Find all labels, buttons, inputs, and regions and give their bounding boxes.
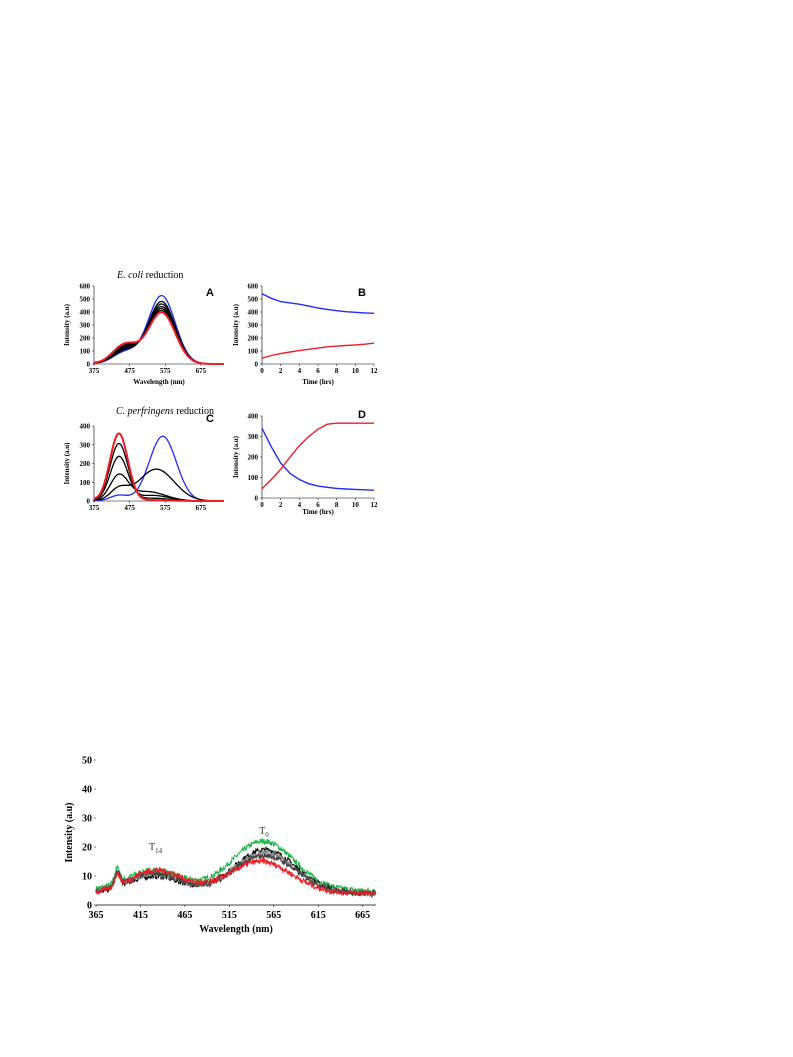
y-axis-label: Intensity (a.u) bbox=[63, 442, 71, 485]
panel-letter: B bbox=[358, 287, 366, 299]
panel-d-chart: 0 100 200 300 400 0 2 4 6 8 10 12 Time (hrs) Intensit… bbox=[232, 409, 379, 516]
x-tick-label: 375 bbox=[89, 504, 100, 512]
annotation-label: T0 bbox=[259, 826, 269, 839]
x-tick-label: 675 bbox=[196, 504, 207, 512]
y-tick-label: 300 bbox=[248, 433, 259, 441]
caption-cperf-italic: C. perfringens bbox=[116, 406, 174, 417]
y-tick-label: 0 bbox=[255, 495, 259, 503]
x-tick-label: 575 bbox=[160, 367, 171, 375]
y-tick-label: 0 bbox=[255, 361, 259, 369]
x-tick-label: 2 bbox=[279, 501, 283, 509]
panel-letter: D bbox=[358, 409, 366, 421]
x-tick-label: 10 bbox=[352, 501, 360, 509]
spectrum-line-black bbox=[93, 468, 224, 502]
x-tick-label: 675 bbox=[196, 367, 207, 375]
y-tick-label: 300 bbox=[80, 441, 91, 449]
panel-a-chart: 0 100 200 300 400 500 600 375 475 575 675 Wavelengt… bbox=[63, 283, 224, 386]
series-line-red bbox=[261, 342, 375, 359]
y-tick-label: 0 bbox=[87, 361, 91, 369]
y-tick-label: 10 bbox=[82, 872, 92, 883]
x-tick-label: 6 bbox=[316, 501, 320, 509]
y-tick-label: 600 bbox=[80, 283, 91, 291]
panel-letter: C bbox=[206, 413, 214, 425]
x-tick-label: 575 bbox=[160, 504, 171, 512]
x-axis-label: Time (hrs) bbox=[302, 508, 334, 516]
y-tick-label: 40 bbox=[82, 785, 92, 796]
x-axis-label: Wavelength (nm) bbox=[133, 378, 185, 386]
spectrum-line-red bbox=[95, 857, 376, 899]
spectrum-line-red bbox=[93, 432, 224, 502]
caption-cperfringens: C. perfringens reduction bbox=[116, 406, 214, 417]
series-line-blue bbox=[261, 293, 375, 314]
y-tick-label: 300 bbox=[248, 322, 259, 330]
x-tick-label: 12 bbox=[371, 367, 379, 375]
y-axis-label: Intensity (a.u) bbox=[64, 802, 75, 862]
panel-letter: A bbox=[206, 287, 214, 299]
x-tick-label: 475 bbox=[124, 504, 135, 512]
x-axis-label: Wavelength (nm) bbox=[199, 924, 273, 935]
caption-ecoli: E. coli reduction bbox=[116, 270, 183, 281]
y-tick-label: 500 bbox=[80, 296, 91, 304]
y-tick-label: 20 bbox=[82, 843, 92, 854]
panel-e-chart: 0 10 20 30 40 50 365 415 465 515 565 615 665 Waveleng… bbox=[64, 756, 377, 935]
x-tick-label: 10 bbox=[352, 367, 360, 375]
series-line-red bbox=[261, 422, 374, 490]
x-tick-label: 465 bbox=[177, 910, 192, 921]
x-tick-label: 4 bbox=[298, 501, 302, 509]
x-tick-label: 12 bbox=[371, 501, 379, 509]
y-tick-label: 200 bbox=[80, 460, 91, 468]
y-axis-label: Intensity (a.u) bbox=[232, 435, 240, 478]
x-tick-label: 2 bbox=[279, 367, 283, 375]
x-tick-label: 615 bbox=[311, 910, 326, 921]
x-tick-label: 8 bbox=[335, 367, 339, 375]
y-tick-label: 600 bbox=[248, 283, 259, 291]
caption-ecoli-italic: E. coli bbox=[116, 270, 143, 281]
panel-c-chart: 0 100 200 300 400 375 475 575 675 Intensity (a.u)… bbox=[63, 413, 224, 512]
y-tick-label: 400 bbox=[80, 309, 91, 317]
y-tick-label: 400 bbox=[248, 413, 259, 421]
spectrum-line-red bbox=[93, 311, 224, 365]
x-tick-label: 0 bbox=[260, 367, 264, 375]
y-tick-label: 400 bbox=[80, 423, 91, 431]
y-tick-label: 400 bbox=[248, 309, 259, 317]
y-axis-label: Intensity (a.u) bbox=[232, 303, 240, 346]
x-tick-label: 0 bbox=[260, 501, 264, 509]
x-tick-label: 375 bbox=[89, 367, 100, 375]
y-tick-label: 30 bbox=[82, 814, 92, 825]
x-axis-label: Time (hrs) bbox=[302, 378, 334, 386]
x-tick-label: 4 bbox=[298, 367, 302, 375]
y-tick-label: 200 bbox=[248, 335, 259, 343]
y-tick-label: 100 bbox=[248, 348, 259, 356]
y-tick-label: 100 bbox=[248, 474, 259, 482]
y-axis-label: Intensity (a.u) bbox=[63, 303, 71, 346]
spectrum-line-black bbox=[93, 473, 224, 502]
y-tick-label: 500 bbox=[248, 296, 259, 304]
spectrum-line-black bbox=[93, 442, 224, 502]
y-tick-label: 200 bbox=[248, 454, 259, 462]
caption-cperf-rest: reduction bbox=[174, 406, 214, 417]
x-tick-label: 8 bbox=[335, 501, 339, 509]
x-tick-label: 565 bbox=[266, 910, 281, 921]
x-tick-label: 515 bbox=[222, 910, 237, 921]
y-tick-label: 100 bbox=[80, 479, 91, 487]
annotation-subscript: 0 bbox=[265, 831, 269, 839]
y-tick-label: 300 bbox=[80, 322, 91, 330]
y-tick-label: 100 bbox=[80, 348, 91, 356]
y-tick-label: 200 bbox=[80, 335, 91, 343]
x-tick-label: 6 bbox=[316, 367, 320, 375]
y-tick-label: 0 bbox=[87, 498, 91, 506]
x-tick-label: 665 bbox=[355, 910, 370, 921]
x-tick-label: 415 bbox=[133, 910, 148, 921]
series-line-blue bbox=[261, 427, 375, 491]
caption-ecoli-rest: reduction bbox=[143, 270, 183, 281]
y-tick-label: 50 bbox=[82, 756, 92, 767]
x-tick-label: 475 bbox=[124, 367, 135, 375]
y-tick-label: 0 bbox=[87, 901, 92, 912]
annotation-subscript: 14 bbox=[155, 847, 163, 855]
x-tick-label: 365 bbox=[89, 910, 104, 921]
annotation-label: T14 bbox=[149, 842, 163, 855]
panel-b-chart: 0 100 200 300 400 500 600 0 2 4 6 8 10 12 Time (hrs) In… bbox=[232, 283, 379, 387]
